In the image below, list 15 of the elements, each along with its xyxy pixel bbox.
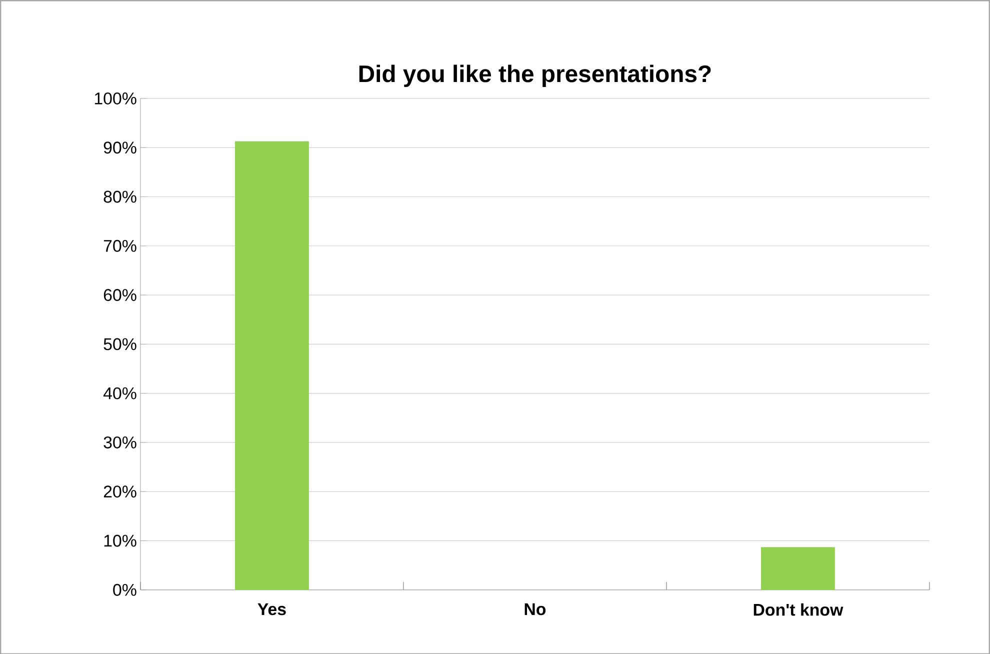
y-tick-label: 100% xyxy=(94,92,136,104)
y-tick-label: 0% xyxy=(113,584,136,596)
y-tick-label: 30% xyxy=(104,436,136,448)
y-tick-label: 50% xyxy=(104,338,136,350)
x-tick-label: Don't know xyxy=(754,603,844,616)
y-tick-label: 60% xyxy=(104,288,136,301)
y-tick-label: 80% xyxy=(104,190,136,203)
y-tick-label: 90% xyxy=(104,141,136,154)
y-tick-label: 40% xyxy=(103,387,136,400)
x-tick-label: No xyxy=(524,603,546,615)
y-tick-label: 70% xyxy=(104,240,136,252)
y-tick-label: 10% xyxy=(104,534,136,547)
chart-title: Did you like the presentations? xyxy=(359,64,711,87)
y-tick-label: 20% xyxy=(104,485,136,498)
x-tick-label: Yes xyxy=(258,603,286,615)
